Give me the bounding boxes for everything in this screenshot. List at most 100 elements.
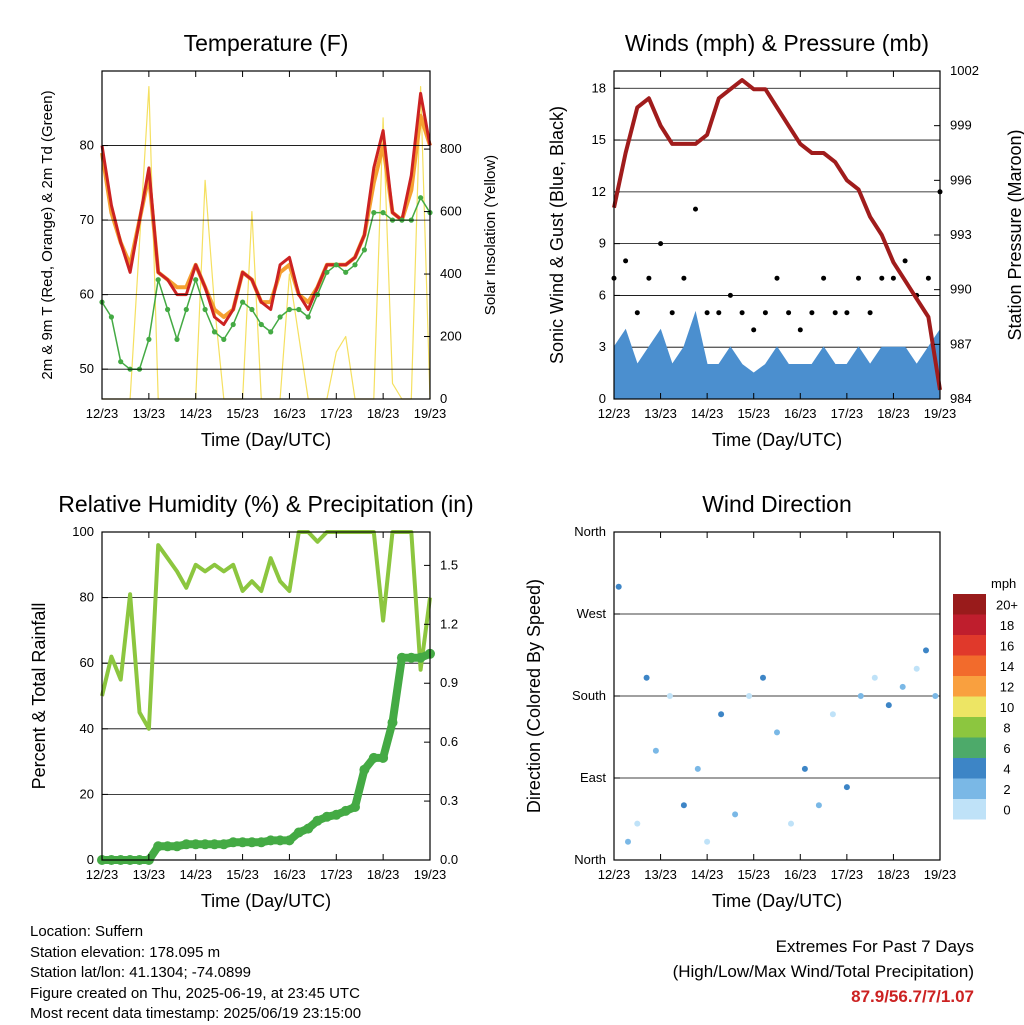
- gust-point: [902, 258, 908, 264]
- direction-point: [760, 674, 766, 681]
- rainfall-point: [190, 839, 201, 850]
- x-tick-label: 14/23: [691, 406, 724, 421]
- gust-point: [832, 310, 838, 316]
- direction-point: [829, 711, 836, 718]
- colorbar-swatch: [953, 717, 986, 738]
- rainfall-point: [218, 839, 229, 850]
- direction-point: [680, 802, 687, 809]
- y2-tick-label: 996: [950, 172, 972, 187]
- station-info: Location: Suffern Station elevation: 178…: [30, 922, 361, 1025]
- direction-point: [913, 665, 920, 672]
- rainfall-point: [331, 809, 342, 820]
- colorbar-swatch: [953, 614, 986, 635]
- rainfall-point: [256, 837, 267, 848]
- x-tick-label: 18/23: [367, 867, 400, 882]
- rainfall-point: [200, 839, 211, 850]
- gust-point: [646, 275, 652, 281]
- x-tick-label: 13/23: [644, 406, 677, 421]
- x-tick-label: 19/23: [924, 406, 957, 421]
- rainfall-point: [237, 837, 248, 848]
- temp-2m-line: [100, 91, 432, 326]
- rainfall-point: [406, 652, 417, 663]
- plot-frame-humidity: [101, 531, 431, 861]
- y-axis-label: Direction (Colored By Speed): [524, 579, 544, 813]
- y2-tick-label: 0.0: [440, 852, 458, 867]
- gust-point: [844, 310, 850, 316]
- rainfall-point: [303, 823, 314, 834]
- colorbar-label: 10: [1000, 700, 1014, 715]
- y2-tick-label: 600: [440, 204, 462, 219]
- chart-title: Wind Direction: [702, 491, 852, 517]
- gust-point: [704, 310, 710, 316]
- y2-tick-label: 993: [950, 227, 972, 242]
- colorbar-label: 14: [1000, 659, 1014, 674]
- colorbar-label: 18: [1000, 618, 1014, 633]
- x-tick-label: 15/23: [226, 867, 259, 882]
- x-tick-label: 17/23: [320, 867, 353, 882]
- x-tick-label: 12/23: [86, 867, 119, 882]
- direction-point: [694, 765, 701, 772]
- colorbar-label: 0: [1003, 802, 1010, 817]
- chart-title: Winds (mph) & Pressure (mb): [625, 30, 929, 56]
- extremes-subheading: (High/Low/Max Wind/Total Precipitation): [672, 962, 974, 981]
- x-tick-label: 18/23: [877, 867, 910, 882]
- y2-tick-label: 984: [950, 391, 972, 406]
- extremes-heading: Extremes For Past 7 Days: [775, 937, 974, 956]
- y-tick-label: 0: [87, 852, 94, 867]
- gust-point: [727, 292, 733, 298]
- direction-point: [634, 820, 641, 827]
- colorbar-swatch: [953, 758, 986, 779]
- rainfall-point: [396, 652, 407, 663]
- direction-point: [625, 838, 631, 845]
- y2-tick-label: 1002: [950, 63, 979, 78]
- direction-point: [885, 702, 892, 709]
- colorbar-label: 12: [1000, 679, 1014, 694]
- colorbar-swatch: [953, 696, 986, 717]
- figure-created: Figure created on Thu, 2025-06-19, at 23…: [30, 984, 360, 1002]
- x-tick-label: 18/23: [367, 406, 400, 421]
- y2-tick-label: 990: [950, 282, 972, 297]
- colorbar-swatch: [953, 737, 986, 758]
- rainfall-point: [181, 839, 192, 850]
- gust-point: [809, 310, 815, 316]
- y2-tick-label: 1.2: [440, 616, 458, 631]
- rainfall-point: [209, 839, 220, 850]
- x-tick-label: 19/23: [414, 406, 447, 421]
- x-tick-label: 14/23: [179, 406, 212, 421]
- x-tick-label: 16/23: [273, 406, 306, 421]
- direction-point: [871, 674, 878, 681]
- rainfall-point: [350, 802, 360, 812]
- direction-point: [666, 693, 673, 699]
- y2-tick-label: 0: [440, 391, 447, 406]
- x-tick-label: 13/23: [133, 406, 166, 421]
- direction-point: [615, 583, 622, 590]
- x-tick-label: 12/23: [598, 867, 631, 882]
- gust-point: [925, 275, 931, 281]
- x-tick-label: 15/23: [737, 406, 770, 421]
- rainfall-point: [246, 837, 257, 848]
- y-tick-label: 80: [80, 138, 94, 153]
- colorbar-swatch: [953, 799, 986, 820]
- rainfall-point: [359, 764, 370, 775]
- y-tick-label: 60: [80, 287, 94, 302]
- rainfall-point: [378, 752, 389, 763]
- y2-tick-label: 800: [440, 141, 462, 156]
- gust-point: [797, 327, 803, 333]
- rainfall-point: [321, 811, 332, 822]
- y-axis-label: 2m & 9m T (Red, Orange) & 2m Td (Green): [39, 90, 56, 379]
- x-tick-label: 16/23: [784, 406, 817, 421]
- chart-title: Temperature (F): [184, 30, 349, 56]
- gust-point: [739, 310, 745, 316]
- y-axis-label: Percent & Total Rainfall: [29, 603, 49, 790]
- gust-point: [867, 310, 873, 316]
- colorbar-label: 2: [1003, 782, 1010, 797]
- y-tick-label: 9: [599, 236, 606, 251]
- gust-point: [634, 310, 640, 316]
- rainfall-point: [312, 815, 323, 826]
- sonic-wind-area: [613, 310, 941, 400]
- colorbar-label: 20+: [996, 597, 1018, 612]
- rainfall-point: [415, 652, 426, 663]
- colorbar-label: 8: [1003, 720, 1010, 735]
- colorbar-swatch: [953, 594, 986, 615]
